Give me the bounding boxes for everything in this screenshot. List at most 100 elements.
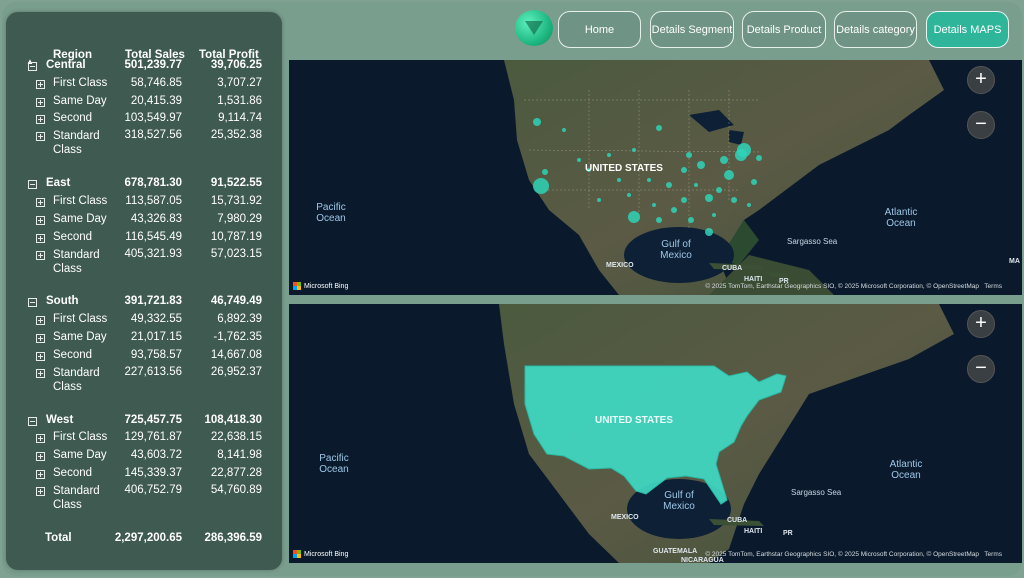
bing-logo: Microsoft Bing — [293, 282, 348, 290]
expand-icon[interactable] — [36, 98, 45, 107]
collapse-icon[interactable] — [28, 180, 37, 189]
expand-icon[interactable] — [36, 115, 45, 124]
expand-icon[interactable] — [36, 487, 45, 496]
matrix-row: First Class 49,332.55 6,892.39 — [6, 313, 282, 330]
sort-ascending-icon[interactable]: ▲ — [26, 57, 34, 66]
column-header-region[interactable]: Region — [53, 49, 92, 61]
region-label: West — [46, 414, 74, 426]
expand-icon[interactable] — [36, 334, 45, 343]
nav-details-maps-button[interactable]: Details MAPS — [926, 11, 1009, 48]
expand-icon[interactable] — [36, 216, 45, 225]
total-sales: 2,297,200.65 — [114, 532, 182, 544]
matrix-row: First Class 129,761.87 22,638.15 — [6, 431, 282, 448]
column-header-total-sales[interactable]: Total Sales — [125, 49, 185, 61]
map-label-gulf: Gulf of Mexico — [663, 490, 695, 512]
row-sales: 58,746.85 — [130, 77, 182, 89]
map-attribution[interactable]: © 2025 TomTom, Earthstar Geographics SIO… — [705, 551, 1002, 558]
row-profit: 14,667.08 — [210, 349, 262, 361]
matrix-row: Same Day 21,017.15 -1,762.35 — [6, 331, 282, 348]
sales-matrix: ▲ Region Total Sales Total Profit Centra… — [6, 12, 282, 570]
matrix-row: Same Day 20,415.39 1,531.86 — [6, 95, 282, 112]
row-sales: 145,339.37 — [124, 467, 182, 479]
ship-mode-label: Same Day — [53, 213, 107, 225]
row-profit: 57,023.15 — [210, 248, 262, 260]
map-background — [289, 304, 1022, 563]
matrix-total-row: Total 2,297,200.65 286,396.59 — [6, 532, 282, 549]
map-label-pr: PR — [779, 278, 789, 285]
terms-link[interactable]: Terms — [984, 283, 1002, 290]
matrix-row: Standard Class 406,752.79 54,760.89 — [6, 484, 282, 514]
zoom-in-button[interactable]: + — [967, 66, 995, 94]
expand-icon[interactable] — [36, 80, 45, 89]
ship-mode-label: Same Day — [53, 449, 107, 461]
column-header-total-profit[interactable]: Total Profit — [199, 49, 259, 61]
row-profit: 15,731.92 — [210, 195, 262, 207]
row-profit: 6,892.39 — [217, 313, 262, 325]
expand-icon[interactable] — [36, 352, 45, 361]
expand-icon[interactable] — [36, 132, 45, 141]
collapse-icon[interactable] — [28, 298, 37, 307]
map-attribution[interactable]: © 2025 TomTom, Earthstar Geographics SIO… — [705, 283, 1002, 290]
ship-mode-label: Standard Class — [53, 249, 100, 275]
region-sales: 391,721.83 — [124, 295, 182, 307]
collapse-icon[interactable] — [28, 417, 37, 426]
nav-details-category-button[interactable]: Details category — [834, 11, 917, 48]
expand-icon[interactable] — [36, 369, 45, 378]
map-label-gulf: Gulf of Mexico — [660, 239, 692, 261]
map-label-atlantic: Atlantic Ocean — [884, 207, 918, 229]
map-label-mexico: MEXICO — [606, 262, 634, 269]
row-sales: 43,326.83 — [130, 213, 182, 225]
ship-mode-label: First Class — [53, 431, 108, 443]
row-profit: 1,531.86 — [217, 95, 262, 107]
ship-mode-label: First Class — [53, 313, 108, 325]
row-sales: 43,603.72 — [130, 449, 182, 461]
row-sales: 93,758.57 — [130, 349, 182, 361]
matrix-row: Standard Class 318,527.56 25,352.38 — [6, 129, 282, 159]
map-label-cuba: CUBA — [727, 517, 748, 524]
matrix-row: Second 93,758.57 14,667.08 — [6, 349, 282, 366]
map-label-pacific: Pacific Ocean — [316, 202, 346, 224]
expand-icon[interactable] — [36, 434, 45, 443]
region-profit: 46,749.49 — [210, 295, 262, 307]
row-sales: 318,527.56 — [124, 129, 182, 141]
map-label-country: UNITED STATES — [585, 163, 663, 174]
ship-mode-label: Second — [53, 112, 93, 124]
bubble-map[interactable]: + − UNITED STATES Pacific Ocean Atlantic… — [289, 60, 1022, 295]
map-label-mexico: MEXICO — [611, 514, 639, 521]
matrix-row: First Class 113,587.05 15,731.92 — [6, 195, 282, 212]
nav-details-segment-button[interactable]: Details Segment — [650, 11, 734, 48]
terms-link[interactable]: Terms — [984, 551, 1002, 558]
row-profit: 7,980.29 — [217, 213, 262, 225]
map-label-haiti: HAITI — [744, 276, 763, 283]
total-profit: 286,396.59 — [204, 532, 262, 544]
map-label-country: UNITED STATES — [595, 415, 673, 426]
region-sales: 501,239.77 — [124, 59, 182, 71]
nav-home-button[interactable]: Home — [558, 11, 641, 48]
map-label-sargasso: Sargasso Sea — [787, 237, 838, 246]
ship-mode-label: First Class — [53, 195, 108, 207]
zoom-out-button[interactable]: − — [967, 355, 995, 383]
expand-icon[interactable] — [36, 198, 45, 207]
row-profit: -1,762.35 — [213, 331, 262, 343]
expand-icon[interactable] — [36, 470, 45, 479]
expand-icon[interactable] — [36, 234, 45, 243]
zoom-out-button[interactable]: − — [967, 111, 995, 139]
region-sales: 725,457.75 — [124, 414, 182, 426]
matrix-row-region-east: East 678,781.30 91,522.55 — [6, 177, 282, 194]
filled-map[interactable]: + − UNITED STATES Pacific Ocean Atlantic… — [289, 304, 1022, 563]
row-sales: 49,332.55 — [130, 313, 182, 325]
zoom-in-button[interactable]: + — [967, 310, 995, 338]
matrix-row: Second 145,339.37 22,877.28 — [6, 467, 282, 484]
row-sales: 103,549.97 — [124, 112, 182, 124]
nav-details-product-button[interactable]: Details Product — [742, 11, 826, 48]
ship-mode-label: Standard Class — [53, 485, 100, 511]
map-provider: Microsoft Bing — [304, 282, 349, 290]
expand-icon[interactable] — [36, 251, 45, 260]
expand-icon[interactable] — [36, 452, 45, 461]
collapse-icon[interactable] — [28, 62, 37, 71]
map-label-guatemala: GUATEMALA — [653, 548, 698, 555]
expand-icon[interactable] — [36, 316, 45, 325]
map-provider: Microsoft Bing — [304, 550, 349, 558]
row-sales: 406,752.79 — [124, 484, 182, 496]
region-profit: 108,418.30 — [204, 414, 262, 426]
